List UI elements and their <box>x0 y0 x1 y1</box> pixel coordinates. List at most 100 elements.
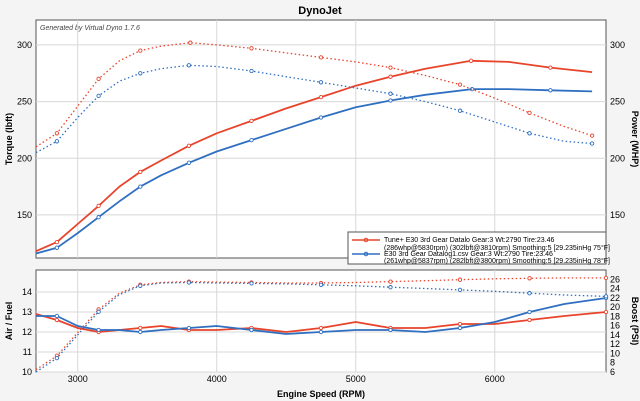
data-point-run2-boost <box>249 281 254 286</box>
data-point-run2-air_fuel <box>54 313 60 319</box>
data-point-run2-power <box>318 115 324 120</box>
legend-entry-run1-line2: (286whp@5830rpm) (302lbft@3810rpm) Smoot… <box>384 244 610 252</box>
data-point-run2-torque <box>318 80 324 85</box>
data-point-run1-power <box>249 118 254 124</box>
right-tick-label: 10 <box>610 348 620 358</box>
data-point-run2-air_fuel <box>527 309 532 315</box>
air-fuel-axis-label: Air / Fuel <box>4 302 14 341</box>
top-panel: Generated by Virtual Dyno 1.7.6 150 200 25… <box>4 19 640 265</box>
top-series <box>35 40 595 255</box>
right-tick-label: 18 <box>610 311 620 321</box>
right-tick-label: 22 <box>610 293 620 303</box>
data-point-run1-boost <box>457 277 463 282</box>
data-point-run2-torque <box>589 141 595 146</box>
data-point-run2-boost <box>96 309 101 314</box>
x-tick-label: 6000 <box>485 374 505 384</box>
right-tick-label: 26 <box>610 274 620 284</box>
data-point-run2-power <box>186 160 192 165</box>
data-point-run2-power <box>54 245 60 250</box>
data-point-run1-torque <box>457 82 463 87</box>
data-point-run2-boost <box>527 291 532 296</box>
data-point-run1-boost <box>388 279 393 284</box>
data-point-run2-torque <box>96 93 101 99</box>
data-point-run2-boost <box>388 285 393 290</box>
right-tick-label: 8 <box>610 358 615 368</box>
legend-entry-run2-line1: E30 3rd Gear Datalog1.csv Gear:3 Wt:2790… <box>384 251 553 258</box>
data-point-run1-air_fuel <box>318 325 324 331</box>
bottom-series <box>35 275 609 373</box>
data-point-run2-boost <box>318 282 324 287</box>
data-point-run2-power <box>249 137 254 143</box>
right-tick-label: 20 <box>610 302 620 312</box>
y-tick-label: 12 <box>22 327 32 337</box>
y-tick-label: 13 <box>22 307 32 317</box>
series-line-run2-torque <box>35 64 593 154</box>
legend-entry-run1-line1: Tune+ E30 3rd Gear Datalo Gear:3 Wt:2790… <box>384 237 554 244</box>
y-tick-label: 200 <box>17 153 32 163</box>
bottom-panel: 3000 4000 5000 6000101112131468101214161820… <box>4 269 640 384</box>
data-point-run2-air_fuel <box>318 329 324 335</box>
data-point-run1-torque <box>96 76 101 82</box>
x-tick-label: 3000 <box>68 374 88 384</box>
data-point-run2-power <box>138 184 143 189</box>
data-point-run1-air_fuel <box>138 325 143 331</box>
data-point-run2-torque <box>388 91 393 96</box>
right-tick-label: 200 <box>610 153 625 163</box>
data-point-run1-air_fuel <box>457 321 463 327</box>
data-point-run1-power <box>548 65 553 70</box>
right-tick-label: 16 <box>610 321 620 331</box>
right-tick-label: 14 <box>610 330 620 340</box>
data-point-run1-boost <box>527 276 532 281</box>
data-point-run2-air_fuel <box>186 325 192 331</box>
data-point-run1-air_fuel <box>603 309 609 315</box>
data-point-run1-torque <box>527 110 532 116</box>
data-point-run2-power <box>96 215 101 220</box>
data-point-run2-power <box>548 88 553 93</box>
data-point-run1-power <box>138 169 143 175</box>
data-point-run1-power <box>96 203 101 209</box>
data-point-run1-boost <box>603 275 609 281</box>
data-point-run2-air_fuel <box>96 327 101 333</box>
series-line-run1-boost <box>35 277 606 371</box>
data-point-run1-torque <box>249 46 254 51</box>
data-point-run2-air_fuel <box>138 329 143 335</box>
boost-axis-label: Boost (PSI) <box>630 297 640 346</box>
data-point-run1-torque <box>54 131 60 136</box>
data-point-run1-air_fuel <box>527 317 532 323</box>
data-point-run1-torque <box>589 133 595 138</box>
data-point-run2-boost <box>603 294 609 299</box>
chart-title: DynoJet <box>298 5 342 17</box>
series-line-run1-air_fuel <box>35 311 607 333</box>
power-axis-label: Power (WHP) <box>630 111 640 168</box>
right-tick-label: 150 <box>610 210 625 220</box>
data-point-run2-torque <box>457 108 463 113</box>
y-tick-label: 14 <box>22 287 32 297</box>
torque-axis-label: Torque (lbft) <box>4 113 14 165</box>
data-point-run1-torque <box>388 65 393 70</box>
data-point-run2-boost <box>457 287 463 293</box>
data-point-run2-torque <box>249 68 254 74</box>
data-point-run1-torque <box>318 55 324 60</box>
data-point-run2-air_fuel <box>388 327 393 333</box>
x-axis-label: Engine Speed (RPM) <box>277 389 365 399</box>
data-point-run2-boost <box>54 355 60 361</box>
y-tick-label: 250 <box>17 97 32 107</box>
data-point-run1-power <box>186 143 192 148</box>
data-point-run1-power <box>468 58 474 63</box>
data-point-run2-power <box>388 98 393 103</box>
right-tick-label: 24 <box>610 284 620 294</box>
data-point-run2-boost <box>138 283 143 288</box>
right-tick-label: 12 <box>610 339 620 349</box>
data-point-run2-air_fuel <box>457 325 463 331</box>
generator-note: Generated by Virtual Dyno 1.7.6 <box>40 25 140 32</box>
data-point-run1-torque <box>188 40 193 45</box>
data-point-run2-boost <box>186 280 192 285</box>
data-point-run2-air_fuel <box>249 327 254 333</box>
x-tick-label: 5000 <box>346 374 366 384</box>
bottom-ticks: 3000 4000 5000 6000101112131468101214161820… <box>22 274 620 384</box>
legend-entry-run2-line2: (261whp@5837rpm) (282lbft@3800rpm) Smoot… <box>384 257 610 265</box>
data-point-run1-air_fuel <box>54 317 60 323</box>
data-point-run1-power <box>54 239 60 245</box>
right-tick-label: 6 <box>610 367 615 377</box>
